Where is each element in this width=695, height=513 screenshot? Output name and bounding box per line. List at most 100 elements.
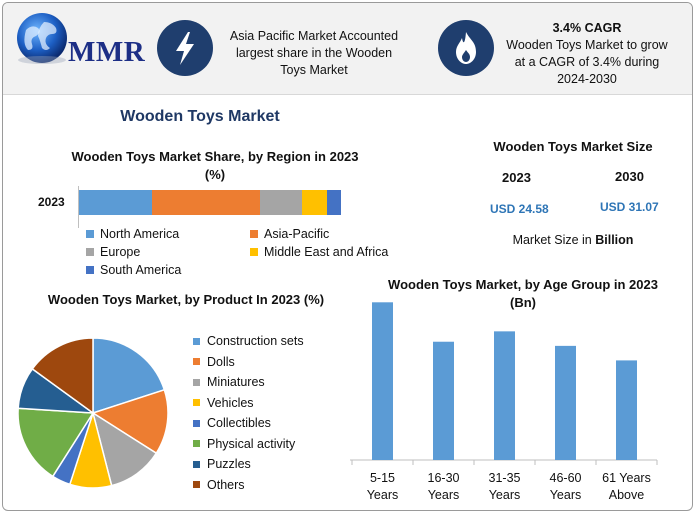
market-size-year-2023: 2023 bbox=[502, 170, 531, 185]
highlight-line: Wooden Toys Market to grow bbox=[506, 38, 668, 52]
product-legend-item: Others bbox=[193, 478, 245, 492]
legend-label: Miniatures bbox=[207, 375, 265, 389]
age-category-label-line: 16-30 bbox=[427, 471, 460, 485]
pie-slice-others bbox=[31, 337, 94, 415]
highlight-line: Asia Pacific Market Accounted bbox=[229, 29, 399, 43]
legend-swatch bbox=[193, 460, 200, 468]
age-category-label: 5-15 Years bbox=[353, 470, 413, 504]
age-category-label-line: Years bbox=[549, 488, 582, 502]
product-legend-item: Miniatures bbox=[193, 375, 265, 389]
legend-swatch bbox=[193, 419, 200, 427]
age-category-label-line: Above bbox=[608, 488, 645, 502]
cagr-title: 3.4% CAGR bbox=[552, 21, 622, 35]
market-size-note-prefix: Market Size in bbox=[512, 233, 596, 247]
stack-segment-europe bbox=[259, 190, 302, 215]
pie-slice-dolls bbox=[91, 388, 169, 455]
legend-swatch bbox=[193, 337, 200, 345]
legend-label: Vehicles bbox=[207, 395, 254, 410]
stack-segment-south-america bbox=[326, 190, 341, 215]
region-legend-item: North America bbox=[86, 227, 179, 241]
legend-label: Collectibles bbox=[207, 416, 271, 430]
legend-label: Physical activity bbox=[207, 436, 296, 451]
age-category-label-line: 5-15 bbox=[369, 471, 396, 485]
product-chart-title: Wooden Toys Market, by Product In 2023 (… bbox=[47, 292, 325, 307]
age-category-label-line: 61 Years bbox=[602, 471, 651, 485]
highlight-line: Toys Market bbox=[280, 63, 348, 77]
legend-swatch bbox=[86, 230, 94, 238]
stack-segment-asia-pacific bbox=[152, 190, 260, 215]
highlight-cagr: 3.4% CAGR Wooden Toys Market to grow at … bbox=[497, 20, 677, 88]
market-size-value-2023: USD 24.58 bbox=[490, 202, 549, 216]
legend-swatch bbox=[86, 248, 94, 256]
market-size-note: Market Size in Billion bbox=[480, 233, 666, 247]
legend-label: South America bbox=[100, 263, 182, 277]
region-legend-item: Middle East and Africa bbox=[250, 245, 388, 259]
market-size-note-unit: Billion bbox=[595, 233, 634, 247]
age-bar-2 bbox=[494, 331, 515, 460]
region-legend-item: Asia-Pacific bbox=[250, 227, 329, 241]
region-chart-title: Wooden Toys Market Share, by Region in 2… bbox=[71, 149, 359, 182]
age-category-label: 31-35 Years bbox=[475, 470, 535, 504]
legend-label: Middle East and Africa bbox=[264, 245, 389, 259]
legend-swatch bbox=[193, 399, 200, 406]
product-legend-item: Construction sets bbox=[193, 334, 304, 348]
product-pie-chart bbox=[17, 337, 169, 489]
product-legend-item: Puzzles bbox=[193, 457, 251, 471]
stack-segment-middle-east-and-africa bbox=[301, 190, 327, 215]
legend-label: Construction sets bbox=[207, 334, 304, 348]
age-category-label: 16-30 Years bbox=[414, 470, 474, 504]
page-title: Wooden Toys Market bbox=[120, 108, 280, 125]
age-bar-1 bbox=[433, 341, 454, 460]
highlight-asia-pacific: Asia Pacific Market Accounted largest sh… bbox=[216, 28, 412, 79]
age-group-bar-chart bbox=[350, 302, 658, 465]
legend-swatch bbox=[250, 230, 258, 238]
brand-logo: MMR bbox=[12, 10, 146, 72]
legend-swatch bbox=[250, 248, 258, 256]
region-legend-item: South America bbox=[86, 263, 181, 277]
legend-swatch bbox=[193, 378, 200, 386]
legend-label: Asia-Pacific bbox=[264, 227, 330, 241]
legend-label: Puzzles bbox=[207, 457, 251, 471]
product-legend-item: Vehicles bbox=[193, 396, 254, 410]
market-size-year-2030: 2030 bbox=[615, 169, 644, 184]
age-category-label: 46-60 Years bbox=[536, 470, 596, 504]
legend-swatch bbox=[193, 358, 200, 365]
legend-label: Europe bbox=[100, 245, 141, 259]
flame-icon bbox=[438, 20, 494, 76]
pie-slice-physical-activity bbox=[17, 407, 95, 478]
age-category-label-line: 31-35 bbox=[488, 471, 521, 485]
market-size-title: Wooden Toys Market Size bbox=[493, 139, 653, 154]
lightning-bolt-icon bbox=[157, 20, 213, 76]
age-bar-4 bbox=[616, 360, 637, 460]
age-category-label-line: Years bbox=[427, 488, 460, 502]
product-legend-item: Collectibles bbox=[193, 416, 271, 430]
product-legend-item: Physical activity bbox=[193, 437, 295, 451]
region-stacked-bar bbox=[79, 190, 341, 215]
logo-text: MMR bbox=[68, 36, 146, 68]
stack-category-label: 2023 bbox=[38, 195, 65, 209]
pie-slice-construction-sets bbox=[92, 337, 166, 415]
legend-label: Dolls bbox=[207, 354, 235, 369]
market-size-value-2030: USD 31.07 bbox=[600, 200, 659, 214]
legend-swatch bbox=[193, 440, 200, 447]
region-legend-item: Europe bbox=[86, 245, 140, 259]
legend-swatch bbox=[86, 266, 94, 274]
age-bar-3 bbox=[555, 345, 576, 460]
header-band bbox=[3, 3, 692, 95]
age-bar-0 bbox=[372, 302, 393, 460]
highlight-line: 2024-2030 bbox=[557, 72, 617, 86]
legend-swatch bbox=[193, 481, 200, 488]
age-category-label: 61 Years Above bbox=[597, 470, 657, 504]
highlight-line: at a CAGR of 3.4% during bbox=[514, 55, 660, 69]
product-legend-item: Dolls bbox=[193, 355, 235, 369]
highlight-line: largest share in the Wooden bbox=[235, 46, 393, 60]
age-category-label-line: Years bbox=[488, 488, 521, 502]
legend-label: North America bbox=[100, 227, 180, 241]
age-chart-title: Wooden Toys Market, by Age Group in 2023… bbox=[388, 277, 658, 310]
age-category-label-line: 46-60 bbox=[549, 471, 582, 485]
age-category-label-line: Years bbox=[366, 488, 399, 502]
stack-segment-north-america bbox=[79, 190, 153, 215]
legend-label: Others bbox=[207, 477, 245, 492]
stack-axis-line bbox=[78, 186, 79, 228]
